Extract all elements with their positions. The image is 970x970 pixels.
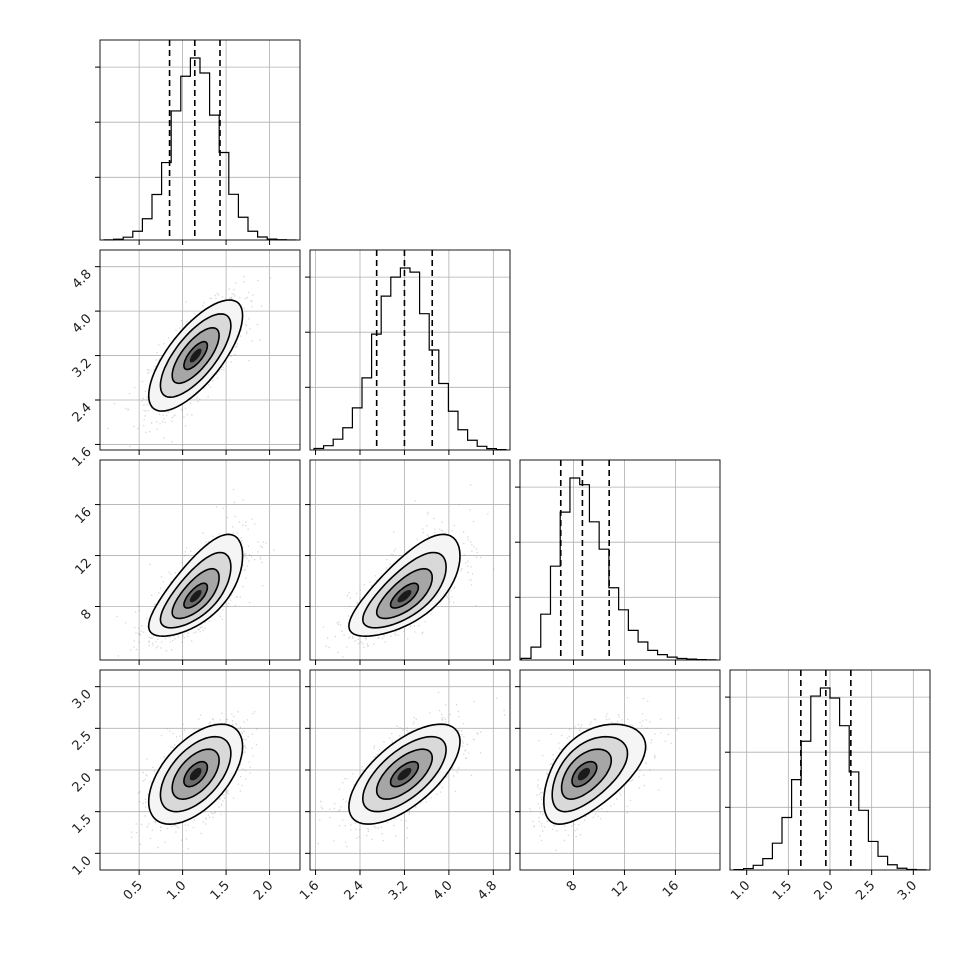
ytick-label-2-0: 8 — [78, 607, 94, 623]
xtick-label-0-3: 2.0 — [251, 878, 276, 903]
panel-2-0-contour-2 — [159, 551, 232, 629]
panel-1-0 — [99, 249, 301, 451]
ytick-label-2-1: 12 — [73, 556, 95, 578]
panel-3-0-content — [130, 711, 258, 850]
xtick-label-0-0: 0.5 — [121, 878, 146, 903]
panel-2-1-peak — [397, 590, 412, 603]
xtick-label-3-0: 1.0 — [728, 878, 753, 903]
xtick-label-2-0: 8 — [564, 878, 580, 894]
hist-1-frame — [309, 249, 511, 451]
xtick-label-3-4: 3.0 — [895, 878, 920, 903]
panel-3-2-contour-0 — [571, 760, 598, 788]
panel-2-1-contour-2 — [361, 551, 447, 629]
panel-3-2-contour-2 — [551, 735, 629, 813]
hist-3-step — [733, 687, 927, 871]
panel-3-1-contour-1 — [375, 748, 433, 800]
panel-3-2-content — [529, 697, 680, 852]
ytick-label-2-2: 16 — [73, 505, 95, 527]
panel-3-2-contour-1 — [560, 748, 613, 801]
hist-1-step — [313, 267, 507, 451]
ytick-label-1-4: 4.8 — [70, 267, 95, 292]
xtick-label-2-1: 12 — [609, 878, 631, 900]
panel-2-1-contour-1 — [375, 567, 434, 620]
xtick-label-0-2: 1.5 — [208, 878, 233, 903]
xtick-label-3-3: 2.5 — [853, 878, 878, 903]
panel-3-0-contour-3 — [147, 723, 244, 826]
xtick-label-0-1: 1.0 — [164, 878, 189, 903]
panel-1-0-contour-3 — [147, 299, 244, 412]
panel-1-0-contour-0 — [183, 340, 209, 371]
panel-1-0-peak — [189, 348, 202, 363]
panel-3-0-peak — [189, 767, 202, 781]
xtick-label-3-2: 2.0 — [812, 878, 837, 903]
ytick-label-3-3: 2.5 — [70, 729, 95, 754]
panel-3-0-contour-0 — [183, 760, 209, 788]
panel-1-0-contour-1 — [171, 326, 220, 385]
hist-2-frame — [519, 459, 721, 661]
panel-2-0-contour-1 — [171, 567, 220, 620]
xtick-label-2-2: 16 — [660, 878, 682, 900]
panel-2-0-contour-3 — [147, 533, 244, 638]
panel-3-1 — [309, 669, 511, 871]
ytick-label-3-0: 1.0 — [70, 854, 95, 879]
hist-0-frame — [99, 39, 301, 241]
panel-1-0-contour-2 — [159, 313, 232, 399]
xtick-label-1-1: 2.4 — [342, 878, 367, 903]
panel-2-0-content — [116, 488, 275, 657]
panel-3-2-contour-3 — [542, 723, 647, 826]
panel-2-1-contour-3 — [348, 533, 461, 638]
ytick-label-1-0: 1.6 — [70, 445, 95, 470]
xtick-label-1-2: 3.2 — [386, 878, 411, 903]
hist-panel-0 — [95, 39, 301, 241]
ytick-label-3-2: 2.0 — [70, 770, 95, 795]
xtick-label-3-1: 1.5 — [770, 878, 795, 903]
ytick-label-3-4: 3.0 — [70, 687, 95, 712]
panel-2-1 — [309, 459, 511, 661]
panel-1-0-content — [107, 276, 272, 450]
panel-2-1-content — [322, 484, 495, 658]
hist-panel-3 — [725, 669, 931, 871]
hist-2-step — [520, 477, 717, 661]
panel-3-0-contour-1 — [171, 748, 220, 801]
panel-3-2 — [519, 669, 721, 871]
xtick-label-1-3: 4.0 — [430, 878, 455, 903]
panel-3-0 — [99, 669, 301, 871]
panel-3-1-content — [317, 691, 506, 848]
panel-1-0-frame — [99, 249, 301, 451]
panel-3-1-contour-0 — [389, 760, 420, 788]
panel-3-1-contour-2 — [361, 735, 447, 813]
panel-3-0-contour-2 — [159, 735, 232, 813]
ytick-label-3-1: 1.5 — [70, 812, 95, 837]
hist-0-step — [103, 57, 297, 241]
ytick-label-1-1: 2.4 — [70, 400, 95, 425]
panel-3-2-peak — [577, 767, 590, 781]
panel-2-1-contour-0 — [389, 582, 420, 609]
panel-3-1-peak — [397, 767, 412, 781]
hist-panel-1 — [305, 249, 511, 451]
ytick-label-1-2: 3.2 — [70, 356, 95, 381]
panel-2-0 — [99, 459, 301, 661]
panel-2-1-frame — [309, 459, 511, 661]
ytick-label-1-3: 4.0 — [70, 311, 95, 336]
panel-2-0-peak — [189, 590, 202, 603]
panel-2-0-frame — [99, 459, 301, 661]
xtick-label-1-0: 1.6 — [297, 878, 322, 903]
panel-2-0-contour-0 — [183, 582, 209, 609]
xtick-label-1-4: 4.8 — [475, 878, 500, 903]
panel-3-1-contour-3 — [348, 723, 461, 825]
hist-panel-2 — [515, 459, 721, 661]
